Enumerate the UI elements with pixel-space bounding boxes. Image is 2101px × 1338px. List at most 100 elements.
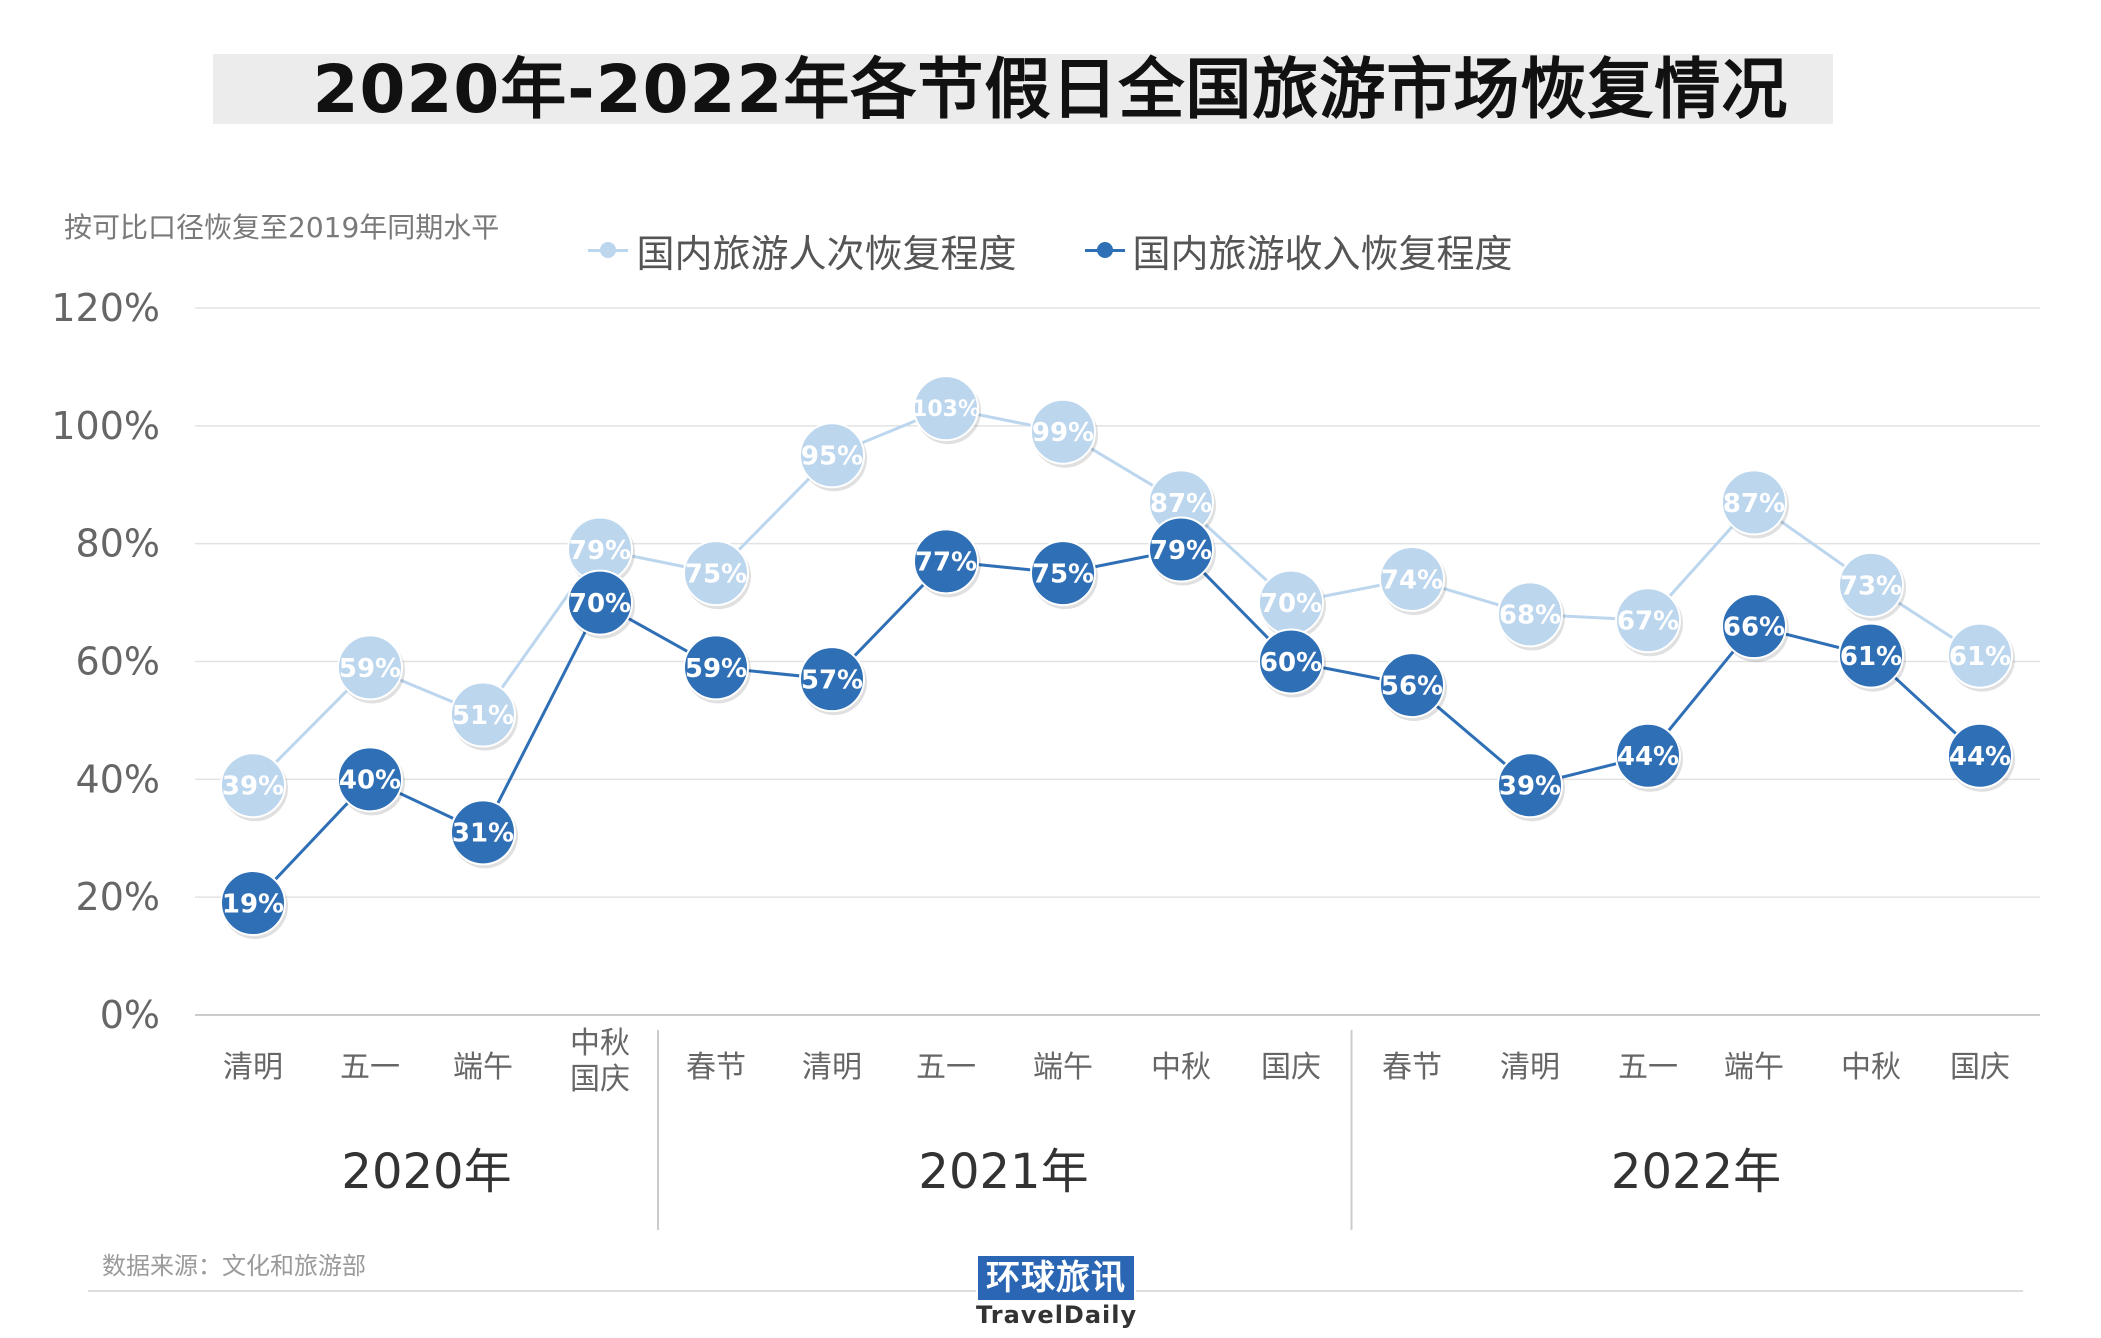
data-point-visits[interactable] (1947, 622, 2013, 689)
legend-item-visits[interactable]: 国内旅游人次恢复程度 (588, 223, 1016, 278)
data-label-visits: 59% (339, 654, 401, 684)
x-tick-label: 清明 (223, 1050, 283, 1085)
data-point-visits[interactable] (1838, 551, 1904, 618)
legend: 国内旅游人次恢复程度 国内旅游收入恢复程度 (0, 222, 2101, 278)
x-tick-label: 五一 (340, 1050, 400, 1085)
data-label-visits: 67% (1617, 607, 1679, 637)
legend-marker-dark-icon (1084, 242, 1125, 258)
y-tick-label: 120% (51, 286, 160, 330)
brand-logo: 环球旅讯 TravelDaily (976, 1256, 1136, 1336)
series-line-visits (251, 406, 1981, 787)
x-tick-label: 端午 (1724, 1050, 1784, 1085)
data-point-visits[interactable] (1615, 587, 1681, 654)
legend-item-revenue[interactable]: 国内旅游收入恢复程度 (1084, 223, 1513, 278)
data-label-visits: 51% (452, 701, 514, 731)
data-point-visits[interactable] (1497, 581, 1563, 648)
data-label-revenue: 44% (1617, 742, 1679, 772)
data-label-revenue: 44% (1949, 742, 2011, 772)
data-label-revenue: 66% (1723, 613, 1785, 643)
data-point-visits[interactable] (337, 634, 403, 701)
data-point-revenue[interactable] (567, 569, 633, 636)
data-point-revenue[interactable] (1258, 628, 1324, 695)
x-tick-label: 端午 (1033, 1050, 1093, 1085)
data-label-revenue: 19% (222, 889, 284, 919)
x-tick-label: 春节 (1382, 1050, 1442, 1085)
data-point-revenue[interactable] (1615, 722, 1681, 789)
data-point-revenue[interactable] (450, 799, 516, 866)
data-point-revenue[interactable] (1030, 540, 1096, 607)
series-layer: 39% 59% 51% 79% 75% 95% 103% 99% 87% 70% 74% 68% 67%… (220, 375, 2015, 940)
x-tick-label: 清明 (802, 1050, 862, 1085)
data-label-visits: 103% (912, 397, 980, 422)
data-label-visits: 70% (1260, 589, 1322, 619)
data-point-revenue[interactable] (220, 870, 286, 937)
legend-label-revenue: 国内旅游收入恢复程度 (1132, 231, 1513, 276)
data-point-revenue[interactable] (683, 634, 749, 701)
data-label-revenue: 60% (1260, 648, 1322, 678)
data-point-revenue[interactable] (1721, 593, 1787, 660)
title-highlight (213, 54, 1833, 124)
legend-marker-light-icon (588, 242, 629, 258)
data-label-visits: 79% (569, 536, 631, 566)
x-tick-label: 清明 (1500, 1050, 1560, 1085)
data-label-revenue: 39% (1499, 772, 1561, 802)
data-label-revenue: 56% (1381, 671, 1443, 701)
data-label-revenue: 31% (452, 819, 514, 849)
data-point-revenue[interactable] (1947, 722, 2013, 789)
data-source: 数据来源：文化和旅游部 (102, 1252, 366, 1280)
data-point-revenue[interactable] (913, 528, 979, 595)
chart-subtitle: 按可比口径恢复至2019年同期水平 (64, 211, 500, 244)
data-point-revenue[interactable] (1379, 652, 1445, 719)
y-axis-ticks: 0% 20% 40% 60% 80% 100% 120% (51, 286, 160, 1037)
data-point-revenue[interactable] (1148, 516, 1214, 583)
data-label-visits: 68% (1499, 601, 1561, 631)
x-tick-label: 五一 (1618, 1050, 1678, 1085)
data-label-visits: 74% (1381, 565, 1443, 595)
x-tick-label: 春节 (686, 1050, 746, 1085)
data-point-revenue[interactable] (1838, 622, 1904, 689)
data-point-visits[interactable] (1030, 398, 1096, 465)
grid-lines (195, 307, 2040, 1016)
data-point-revenue[interactable] (799, 646, 865, 713)
data-label-visits: 87% (1723, 489, 1785, 519)
data-label-visits: 73% (1840, 571, 1902, 601)
data-label-visits: 87% (1150, 489, 1212, 519)
data-point-visits[interactable] (913, 375, 979, 442)
y-tick-label: 0% (100, 993, 160, 1037)
x-tick-label: 中秋 (1841, 1050, 1901, 1085)
data-label-visits: 61% (1949, 642, 2011, 672)
logo-en-text: TravelDaily (976, 1301, 1138, 1329)
x-tick-label: 五一 (916, 1050, 976, 1085)
x-tick-label: 中秋 (1151, 1050, 1211, 1085)
y-tick-label: 20% (76, 875, 160, 919)
x-tick-label: 端午 (453, 1050, 513, 1085)
x-group-label: 2020年 (341, 1144, 511, 1200)
data-point-visits[interactable] (683, 540, 749, 607)
data-point-visits[interactable] (220, 752, 286, 819)
y-tick-label: 100% (51, 404, 160, 448)
data-label-visits: 39% (222, 772, 284, 802)
y-tick-label: 40% (76, 757, 160, 801)
data-point-visits[interactable] (1379, 546, 1445, 613)
x-tick-label: 国庆 (1950, 1050, 2010, 1085)
data-point-revenue[interactable] (337, 746, 403, 813)
data-label-visits: 95% (801, 442, 863, 472)
logo-cn-text: 环球旅讯 (978, 1256, 1134, 1300)
data-point-visits[interactable] (1721, 469, 1787, 536)
data-label-revenue: 61% (1840, 642, 1902, 672)
data-label-revenue: 79% (1150, 536, 1212, 566)
series-line-revenue (251, 547, 1982, 905)
y-tick-label: 60% (76, 640, 160, 684)
x-tick-label: 中秋 (570, 1026, 630, 1061)
data-label-revenue: 70% (569, 589, 631, 619)
data-label-revenue: 75% (1032, 559, 1094, 589)
data-point-revenue[interactable] (1497, 752, 1563, 819)
legend-label-visits: 国内旅游人次恢复程度 (636, 231, 1017, 276)
data-label-visits: 75% (685, 559, 747, 589)
data-point-visits[interactable] (799, 422, 865, 489)
data-label-revenue: 40% (339, 766, 401, 796)
data-point-visits[interactable] (450, 681, 516, 748)
data-label-revenue: 77% (915, 548, 977, 578)
data-label-revenue: 57% (801, 666, 863, 696)
